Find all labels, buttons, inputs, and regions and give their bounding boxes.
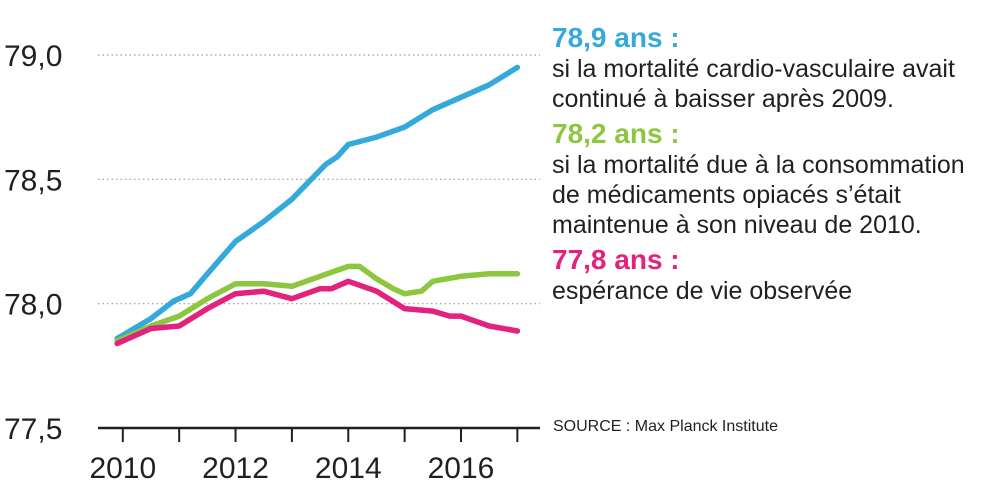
series-line-1 xyxy=(114,263,521,344)
annotation-cardio: 78,9 ans : si la mortalité cardio-vascul… xyxy=(552,22,992,114)
annotation-observed-text: espérance de vie observée xyxy=(552,277,853,305)
annotation-observed: 77,8 ans : espérance de vie observée xyxy=(552,244,992,306)
x-tick-label: 2010 xyxy=(89,452,156,485)
y-tick-label: 79,0 xyxy=(4,40,62,73)
annotation-observed-value: 77,8 ans : xyxy=(552,244,680,275)
series-lines xyxy=(114,64,521,347)
y-tick-label: 78,5 xyxy=(4,164,62,197)
annotation-opioid-value: 78,2 ans : xyxy=(552,118,680,149)
series-line-0 xyxy=(114,64,521,342)
series-line-2 xyxy=(114,278,521,347)
x-axis: 2010 2012 2014 2016 xyxy=(89,426,540,485)
source-note: SOURCE : Max Planck Institute xyxy=(553,418,778,435)
grid-lines xyxy=(98,54,540,305)
x-tick-label: 2014 xyxy=(315,452,382,485)
annotation-panel: 78,9 ans : si la mortalité cardio-vascul… xyxy=(552,22,992,310)
y-tick-label: 78,0 xyxy=(4,289,62,322)
y-axis: 79,0 78,5 78,0 77,5 xyxy=(4,40,62,446)
annotation-cardio-text: si la mortalité cardio-vasculaire avait … xyxy=(552,55,955,113)
annotation-opioid: 78,2 ans : si la mortalité due à la cons… xyxy=(552,118,992,240)
x-tick-label: 2016 xyxy=(428,452,495,485)
y-tick-label: 77,5 xyxy=(4,413,62,446)
annotation-cardio-value: 78,9 ans : xyxy=(552,22,680,53)
annotation-opioid-text: si la mortalité due à la consommation de… xyxy=(552,151,965,239)
x-tick-label: 2012 xyxy=(202,452,269,485)
